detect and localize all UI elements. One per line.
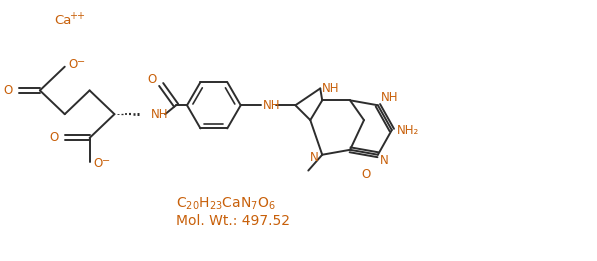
Text: ++: ++ bbox=[69, 11, 85, 21]
Text: −: − bbox=[76, 57, 85, 67]
Text: NH: NH bbox=[381, 91, 398, 104]
Text: N: N bbox=[380, 154, 389, 167]
Text: O: O bbox=[4, 84, 13, 97]
Text: O: O bbox=[94, 157, 103, 170]
Text: C$_{20}$H$_{23}$CaN$_{7}$O$_{6}$: C$_{20}$H$_{23}$CaN$_{7}$O$_{6}$ bbox=[176, 196, 276, 212]
Text: Mol. Wt.: 497.52: Mol. Wt.: 497.52 bbox=[176, 214, 290, 228]
Text: O: O bbox=[361, 168, 371, 181]
Text: O: O bbox=[147, 73, 156, 86]
Text: Ca: Ca bbox=[54, 14, 71, 27]
Text: O: O bbox=[50, 132, 59, 144]
Text: NH: NH bbox=[151, 108, 169, 121]
Text: NH: NH bbox=[263, 99, 280, 112]
Text: NH₂: NH₂ bbox=[397, 123, 419, 137]
Text: N: N bbox=[309, 151, 318, 164]
Text: −: − bbox=[101, 156, 110, 166]
Text: NH: NH bbox=[322, 82, 340, 95]
Text: O: O bbox=[69, 58, 78, 71]
